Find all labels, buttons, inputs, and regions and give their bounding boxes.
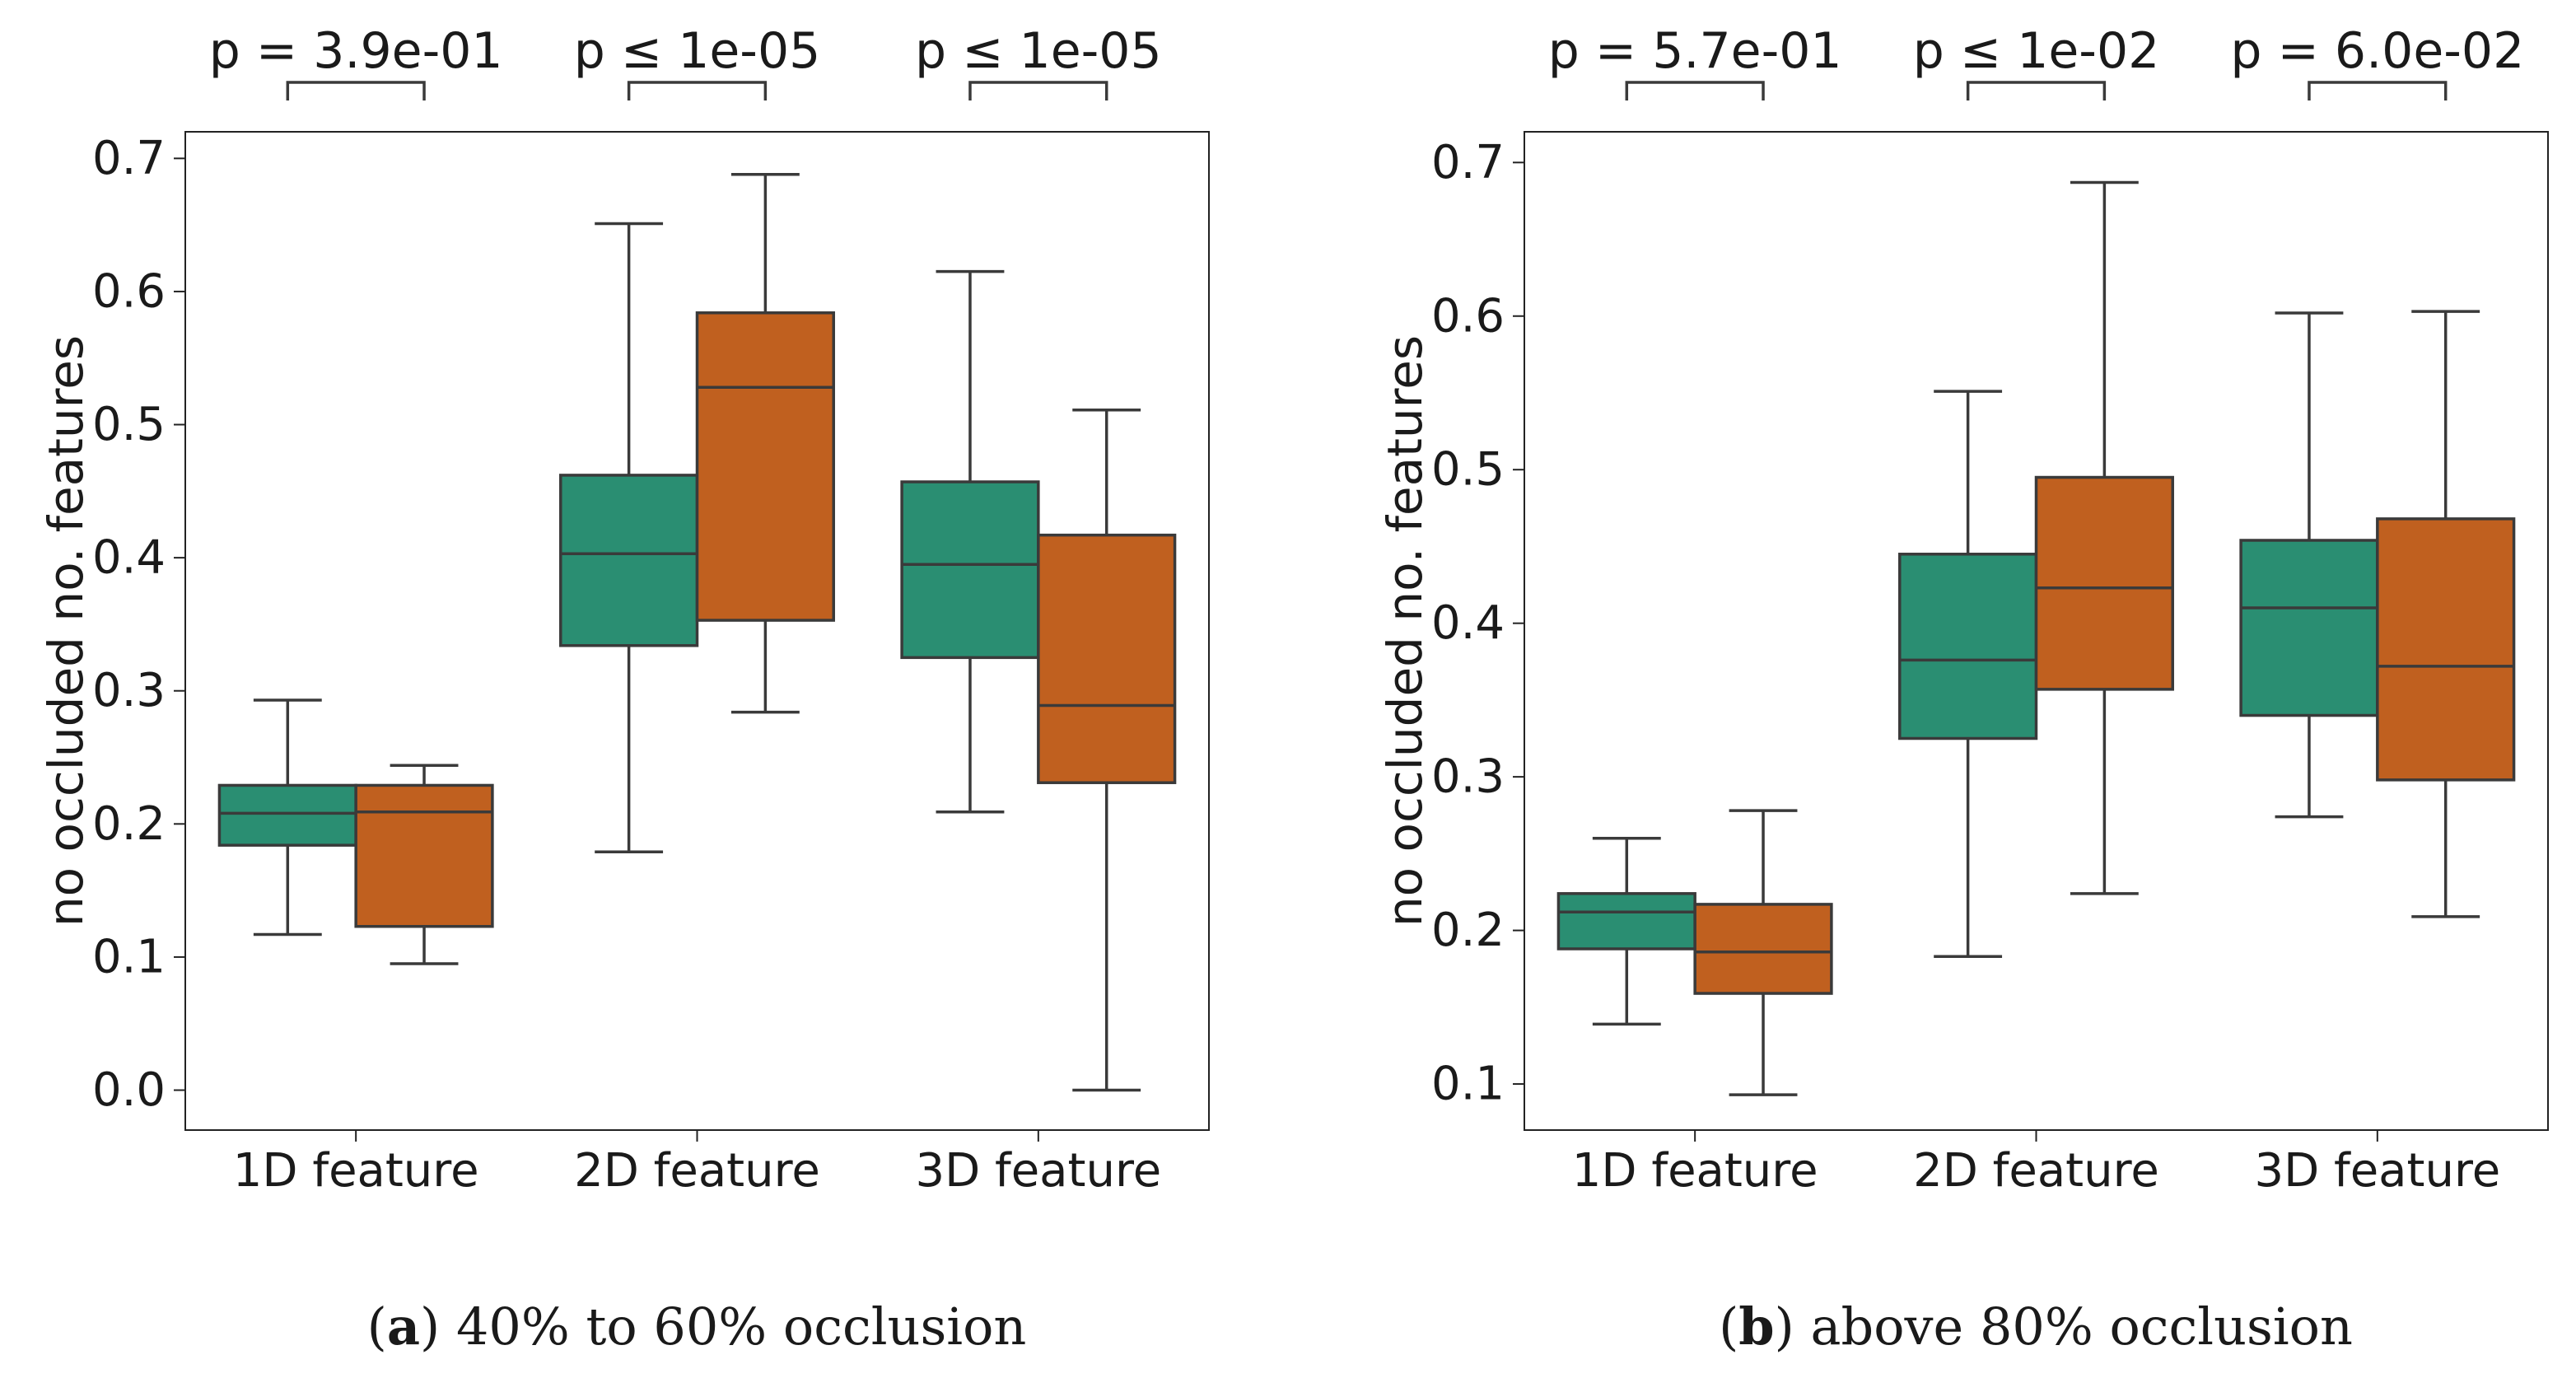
- box-iqr: [2239, 539, 2379, 717]
- x-tick-label: 1D feature: [1572, 1144, 1818, 1198]
- y-tick-label: 0.6: [1431, 289, 1505, 343]
- y-tick-label: 0.1: [1431, 1058, 1505, 1111]
- box-plot: [2376, 310, 2516, 918]
- p-value-label: p = 5.7e-01: [1548, 22, 1842, 80]
- significance-bracket: [968, 81, 1108, 100]
- p-value-label: p ≤ 1e-02: [1913, 22, 2160, 80]
- box-iqr: [2034, 475, 2174, 691]
- box-iqr: [900, 480, 1040, 660]
- x-tick-label: 2D feature: [574, 1144, 820, 1198]
- significance-bracket: [1625, 81, 1765, 100]
- caption-body: above 80% occlusion: [1811, 1296, 2353, 1357]
- caption-letter: b: [1738, 1296, 1774, 1357]
- y-tick-label: 0.2: [1431, 904, 1505, 957]
- x-tick-label: 3D feature: [915, 1144, 1161, 1198]
- y-tick-label: 0.4: [92, 531, 166, 585]
- significance-bracket: [286, 81, 426, 100]
- x-tick-label: 2D feature: [1913, 1144, 2159, 1198]
- box-plot: [1556, 836, 1696, 1026]
- box-iqr: [695, 311, 835, 622]
- y-tick-label: 0.6: [92, 264, 166, 318]
- box-plot: [2239, 311, 2379, 819]
- box-iqr: [1898, 553, 2038, 740]
- y-tick-label: 0.3: [1431, 750, 1505, 804]
- caption-letter: a: [387, 1296, 420, 1357]
- p-value-label: p ≤ 1e-05: [574, 22, 821, 80]
- box-plot: [1898, 390, 2038, 959]
- panel-caption: (a) 40% to 60% occlusion: [367, 1296, 1027, 1357]
- y-axis-label: no occluded no. features: [38, 335, 94, 927]
- y-tick-label: 0.5: [1431, 443, 1505, 497]
- box-plot: [354, 764, 494, 965]
- box-plot: [1693, 809, 1833, 1096]
- y-axis-label: no occluded no. features: [1377, 335, 1433, 927]
- caption-paren-open: (: [1719, 1296, 1738, 1357]
- y-tick-label: 0.3: [92, 664, 166, 717]
- box-plot: [2034, 180, 2174, 895]
- box-plot: [217, 698, 357, 937]
- significance-bracket: [1966, 81, 2107, 100]
- panel-caption: (b) above 80% occlusion: [1719, 1296, 2353, 1357]
- x-tick-label: 3D feature: [2254, 1144, 2500, 1198]
- p-value-label: p = 6.0e-02: [2230, 22, 2524, 80]
- box-iqr: [1693, 903, 1833, 995]
- box-iqr: [217, 783, 357, 847]
- box-iqr: [354, 783, 494, 928]
- y-tick-label: 0.7: [1431, 136, 1505, 189]
- caption-paren-close: ): [420, 1296, 456, 1357]
- caption-paren-open: (: [367, 1296, 387, 1357]
- caption-paren-close: ): [1775, 1296, 1811, 1357]
- y-tick-label: 0.0: [92, 1063, 166, 1117]
- x-tick-label: 1D feature: [233, 1144, 479, 1198]
- box-plot: [1037, 408, 1177, 1092]
- y-tick-label: 0.7: [92, 132, 166, 185]
- box-iqr: [1037, 533, 1177, 784]
- y-tick-label: 0.5: [92, 398, 166, 451]
- p-value-label: p ≤ 1e-05: [915, 22, 1162, 80]
- box-iqr: [1556, 892, 1696, 951]
- box-iqr: [559, 474, 699, 647]
- box-plot: [559, 222, 699, 854]
- y-tick-label: 0.2: [92, 797, 166, 851]
- significance-bracket: [2308, 81, 2448, 100]
- panel-a: 0.0 0.1 0.2 0.3 0.4 0.5 0.6 0.7 1D feature 2D fea…: [38, 22, 1210, 1357]
- y-tick-label: 0.1: [92, 930, 166, 983]
- box-plot: [695, 172, 835, 714]
- caption-body: 40% to 60% occlusion: [456, 1296, 1026, 1357]
- significance-bracket: [627, 81, 768, 100]
- p-value-label: p = 3.9e-01: [209, 22, 503, 80]
- panel-b: 0.1 0.2 0.3 0.4 0.5 0.6 0.7 1D feature 2D featur…: [1377, 22, 2549, 1357]
- box-plot: [900, 269, 1040, 814]
- box-iqr: [2376, 517, 2516, 782]
- y-tick-label: 0.4: [1431, 596, 1505, 650]
